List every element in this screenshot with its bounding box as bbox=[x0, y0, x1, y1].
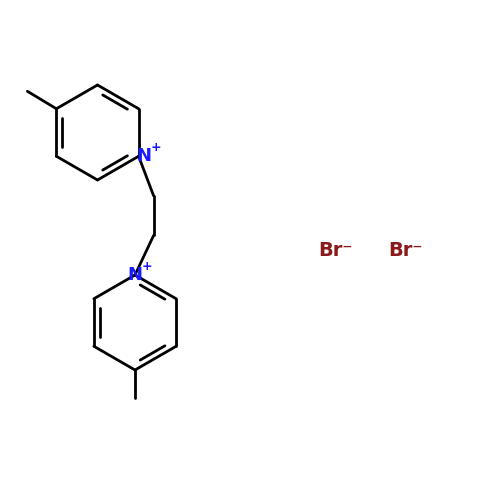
Text: +: + bbox=[142, 260, 152, 272]
Text: N: N bbox=[136, 147, 151, 165]
Text: N: N bbox=[128, 266, 142, 284]
Text: Br⁻: Br⁻ bbox=[318, 240, 352, 260]
Text: Br⁻: Br⁻ bbox=[388, 240, 422, 260]
Text: +: + bbox=[150, 141, 161, 154]
